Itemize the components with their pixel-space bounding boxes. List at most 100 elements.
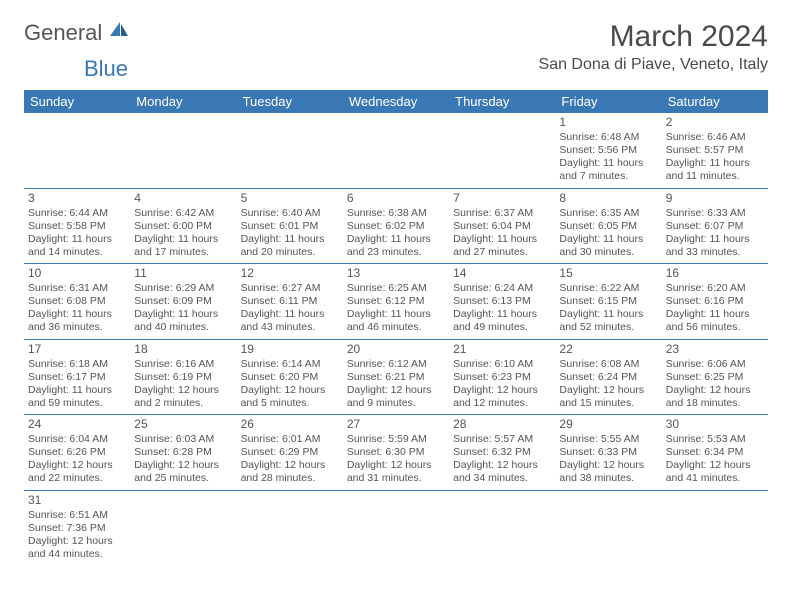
day-info-line: Sunrise: 6:46 AM [666,131,764,144]
weekday-header: Wednesday [343,90,449,113]
day-info-line: Sunset: 6:09 PM [134,295,232,308]
day-cell: 6Sunrise: 6:38 AMSunset: 6:02 PMDaylight… [343,189,449,264]
day-info-line: and 38 minutes. [559,472,657,485]
day-info-line: Daylight: 12 hours [559,459,657,472]
brand-part2: Blue [84,56,128,81]
weekday-header: Sunday [24,90,130,113]
day-info-line: Sunset: 6:28 PM [134,446,232,459]
day-info-line: Sunset: 7:36 PM [28,522,126,535]
day-info-line: and 41 minutes. [666,472,764,485]
day-info-line: Sunrise: 6:08 AM [559,358,657,371]
day-info-line: Sunset: 6:05 PM [559,220,657,233]
day-info-line: and 34 minutes. [453,472,551,485]
day-info-line: Sunrise: 6:20 AM [666,282,764,295]
day-info-line: Sunset: 6:21 PM [347,371,445,384]
day-info-line: Sunset: 6:11 PM [241,295,339,308]
week-row: 24Sunrise: 6:04 AMSunset: 6:26 PMDayligh… [24,415,768,491]
day-info-line: Sunrise: 6:33 AM [666,207,764,220]
day-info-line: and 28 minutes. [241,472,339,485]
day-info-line: and 18 minutes. [666,397,764,410]
day-info-line: Sunset: 6:01 PM [241,220,339,233]
calendar-grid: SundayMondayTuesdayWednesdayThursdayFrid… [24,90,768,565]
day-info-line: Sunrise: 6:42 AM [134,207,232,220]
day-info-line: and 11 minutes. [666,170,764,183]
day-cell: 31Sunrise: 6:51 AMSunset: 7:36 PMDayligh… [24,491,130,566]
brand-part1: General [24,20,102,46]
day-number: 17 [28,342,126,357]
day-number: 10 [28,266,126,281]
day-info-line: Sunset: 6:24 PM [559,371,657,384]
day-info-line: Daylight: 11 hours [28,233,126,246]
day-number: 19 [241,342,339,357]
day-info-line: Daylight: 12 hours [666,384,764,397]
day-info-line: Sunrise: 5:57 AM [453,433,551,446]
day-info-line: Sunrise: 6:29 AM [134,282,232,295]
day-info-line: and 43 minutes. [241,321,339,334]
day-number: 15 [559,266,657,281]
day-cell: 11Sunrise: 6:29 AMSunset: 6:09 PMDayligh… [130,264,236,339]
day-info-line: Sunrise: 6:51 AM [28,509,126,522]
day-info-line: and 59 minutes. [28,397,126,410]
day-info-line: and 40 minutes. [134,321,232,334]
day-info-line: Daylight: 12 hours [347,384,445,397]
day-info-line: Sunset: 6:02 PM [347,220,445,233]
day-info-line: Sunrise: 6:38 AM [347,207,445,220]
day-number: 7 [453,191,551,206]
day-cell: 19Sunrise: 6:14 AMSunset: 6:20 PMDayligh… [237,340,343,415]
day-cell: 2Sunrise: 6:46 AMSunset: 5:57 PMDaylight… [662,113,768,188]
day-info-line: and 23 minutes. [347,246,445,259]
day-cell: 21Sunrise: 6:10 AMSunset: 6:23 PMDayligh… [449,340,555,415]
day-number: 20 [347,342,445,357]
day-info-line: Daylight: 11 hours [559,233,657,246]
empty-cell [662,491,768,566]
day-info-line: Daylight: 11 hours [559,308,657,321]
day-info-line: Sunset: 6:26 PM [28,446,126,459]
day-info-line: and 52 minutes. [559,321,657,334]
day-info-line: and 2 minutes. [134,397,232,410]
day-info-line: and 20 minutes. [241,246,339,259]
day-info-line: Sunrise: 6:37 AM [453,207,551,220]
day-info-line: Sunset: 6:00 PM [134,220,232,233]
day-info-line: Sunrise: 6:06 AM [666,358,764,371]
sail-icon [108,20,130,46]
day-info-line: Sunset: 5:58 PM [28,220,126,233]
day-info-line: Sunset: 6:32 PM [453,446,551,459]
week-row: 1Sunrise: 6:48 AMSunset: 5:56 PMDaylight… [24,113,768,189]
day-number: 11 [134,266,232,281]
day-info-line: Daylight: 12 hours [28,535,126,548]
day-number: 2 [666,115,764,130]
day-info-line: Sunset: 6:33 PM [559,446,657,459]
day-info-line: Daylight: 11 hours [559,157,657,170]
day-info-line: and 56 minutes. [666,321,764,334]
day-cell: 29Sunrise: 5:55 AMSunset: 6:33 PMDayligh… [555,415,661,490]
day-info-line: and 46 minutes. [347,321,445,334]
day-info-line: Sunrise: 5:59 AM [347,433,445,446]
day-info-line: Sunrise: 6:12 AM [347,358,445,371]
day-cell: 23Sunrise: 6:06 AMSunset: 6:25 PMDayligh… [662,340,768,415]
day-info-line: Sunrise: 6:01 AM [241,433,339,446]
day-number: 8 [559,191,657,206]
day-info-line: Daylight: 11 hours [453,308,551,321]
day-cell: 26Sunrise: 6:01 AMSunset: 6:29 PMDayligh… [237,415,343,490]
day-info-line: Daylight: 12 hours [134,459,232,472]
day-info-line: Sunrise: 6:48 AM [559,131,657,144]
empty-cell [130,113,236,188]
day-info-line: Daylight: 12 hours [559,384,657,397]
day-info-line: and 30 minutes. [559,246,657,259]
day-info-line: and 5 minutes. [241,397,339,410]
week-row: 17Sunrise: 6:18 AMSunset: 6:17 PMDayligh… [24,340,768,416]
day-info-line: Sunset: 6:12 PM [347,295,445,308]
day-info-line: Sunset: 6:29 PM [241,446,339,459]
day-cell: 16Sunrise: 6:20 AMSunset: 6:16 PMDayligh… [662,264,768,339]
day-cell: 9Sunrise: 6:33 AMSunset: 6:07 PMDaylight… [662,189,768,264]
empty-cell [343,113,449,188]
day-cell: 4Sunrise: 6:42 AMSunset: 6:00 PMDaylight… [130,189,236,264]
empty-cell [130,491,236,566]
empty-cell [24,113,130,188]
day-info-line: and 49 minutes. [453,321,551,334]
day-info-line: Sunset: 6:13 PM [453,295,551,308]
day-number: 13 [347,266,445,281]
month-title: March 2024 [539,20,768,54]
day-info-line: Sunset: 6:23 PM [453,371,551,384]
day-info-line: Sunset: 6:08 PM [28,295,126,308]
